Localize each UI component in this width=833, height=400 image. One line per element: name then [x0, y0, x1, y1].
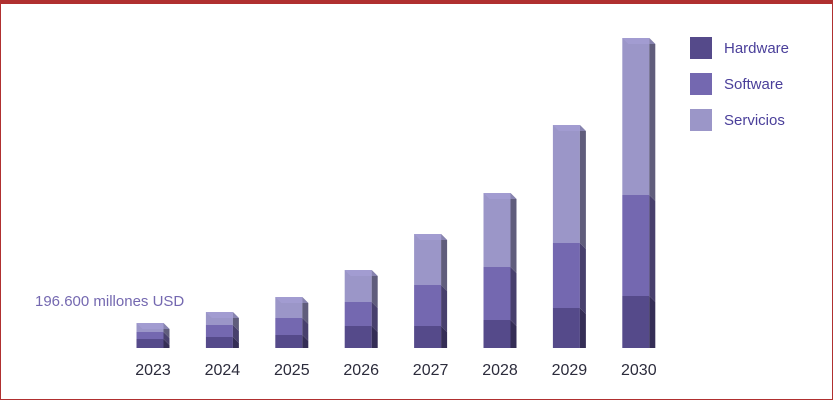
bar-software-2027 — [414, 285, 442, 326]
legend-item-servicios: Servicios — [690, 108, 789, 132]
bar-side-hardware-2029 — [579, 308, 586, 348]
bar-top-2023 — [136, 323, 170, 329]
bar-side-hardware-2026 — [371, 326, 378, 348]
bar-top-2026 — [344, 270, 378, 276]
bar-side-hardware-2025 — [302, 335, 309, 348]
bars-group — [136, 38, 656, 348]
legend: Hardware Software Servicios — [690, 36, 789, 144]
bar-hardware-2029 — [552, 308, 580, 348]
bar-side-hardware-2027 — [441, 326, 448, 348]
legend-swatch-hardware — [690, 37, 712, 59]
bar-hardware-2023 — [136, 339, 164, 348]
bar-side-software-2023 — [163, 332, 170, 345]
bar-hardware-2024 — [205, 337, 233, 348]
bar-software-2026 — [344, 302, 372, 326]
legend-label-hardware: Hardware — [724, 39, 790, 57]
bar-servicios-2029 — [552, 125, 580, 243]
bar-side-software-2029 — [579, 243, 586, 314]
bar-software-2030 — [622, 195, 650, 296]
bar-side-servicios-2028 — [510, 193, 517, 273]
bar-top-2027 — [414, 234, 448, 240]
value-annotation: 196.600 millones USD — [35, 293, 185, 310]
bar-hardware-2025 — [275, 335, 303, 348]
bar-side-hardware-2028 — [510, 320, 517, 348]
bar-side-servicios-2025 — [302, 297, 309, 324]
x-tick-label-2023: 2023 — [135, 362, 171, 379]
bar-hardware-2027 — [414, 326, 442, 348]
bar-side-servicios-2026 — [371, 270, 378, 308]
legend-swatch-servicios — [690, 109, 712, 131]
x-tick-label-2026: 2026 — [343, 362, 379, 379]
bar-side-software-2027 — [441, 285, 448, 332]
bar-side-servicios-2029 — [579, 125, 586, 249]
x-axis-labels: 2023 2024 2025 2026 2027 2028 2029 2030 — [135, 362, 656, 379]
bar-top-2028 — [483, 193, 517, 199]
legend-label-software: Software — [724, 75, 784, 93]
bar-top-2024 — [205, 312, 239, 318]
legend-item-hardware: Hardware — [690, 36, 789, 60]
legend-label-servicios: Servicios — [724, 111, 785, 129]
bar-side-hardware-2024 — [232, 337, 239, 348]
bar-top-2029 — [552, 125, 586, 131]
x-tick-label-2028: 2028 — [482, 362, 518, 379]
bar-side-software-2026 — [371, 302, 378, 332]
x-tick-label-2030: 2030 — [621, 362, 657, 379]
bar-hardware-2028 — [483, 320, 511, 348]
bar-software-2024 — [205, 325, 233, 337]
bar-software-2025 — [275, 318, 303, 335]
bar-side-software-2025 — [302, 318, 309, 341]
legend-item-software: Software — [690, 72, 789, 96]
bar-side-servicios-2027 — [441, 234, 448, 291]
bar-software-2029 — [552, 243, 580, 308]
bar-side-hardware-2023 — [163, 339, 170, 348]
bar-top-2025 — [275, 297, 309, 303]
bar-servicios-2027 — [414, 234, 442, 285]
bar-side-servicios-2030 — [649, 38, 656, 201]
bar-side-software-2030 — [649, 195, 656, 302]
bar-hardware-2026 — [344, 326, 372, 348]
bar-side-software-2028 — [510, 267, 517, 326]
bar-servicios-2030 — [622, 38, 650, 195]
x-tick-label-2024: 2024 — [205, 362, 241, 379]
x-tick-label-2025: 2025 — [274, 362, 310, 379]
bar-software-2023 — [136, 332, 164, 339]
legend-swatch-software — [690, 73, 712, 95]
bar-side-hardware-2030 — [649, 296, 656, 348]
bar-software-2028 — [483, 267, 511, 320]
bar-top-2030 — [622, 38, 656, 44]
x-tick-label-2027: 2027 — [413, 362, 449, 379]
bar-hardware-2030 — [622, 296, 650, 348]
x-tick-label-2029: 2029 — [552, 362, 588, 379]
bar-servicios-2028 — [483, 193, 511, 267]
